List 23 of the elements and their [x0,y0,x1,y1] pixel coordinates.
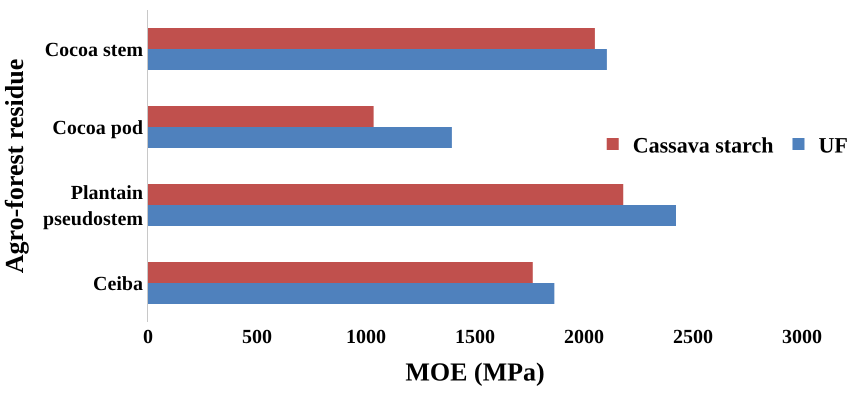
x-tick-label: 3000 [782,326,822,348]
x-tick-label: 0 [143,326,153,348]
bar [148,262,533,283]
bar [148,205,676,226]
x-axis-title: MOE (MPa) [405,358,545,387]
bar [148,184,624,205]
bar [148,283,554,304]
y-tick-label: Cocoa pod [52,117,143,139]
y-tick-label: Ceiba [93,273,143,295]
legend-label: Cassava starch [632,132,774,158]
x-tick-label: 2000 [564,326,604,348]
y-tick-label: Plantain pseudostem [42,182,144,230]
x-tick-label: 1500 [455,326,495,348]
legend-label: UF [818,132,848,158]
bar [148,127,452,148]
x-tick-label: 500 [242,326,272,348]
bar [148,106,374,127]
y-tick-label: Cocoa stem [44,39,144,61]
y-axis-title: Agro-forest residue [0,58,29,274]
x-tick-label: 2500 [673,326,713,348]
bar [148,28,595,49]
x-tick-label: 1000 [346,326,386,348]
bar [148,49,607,70]
